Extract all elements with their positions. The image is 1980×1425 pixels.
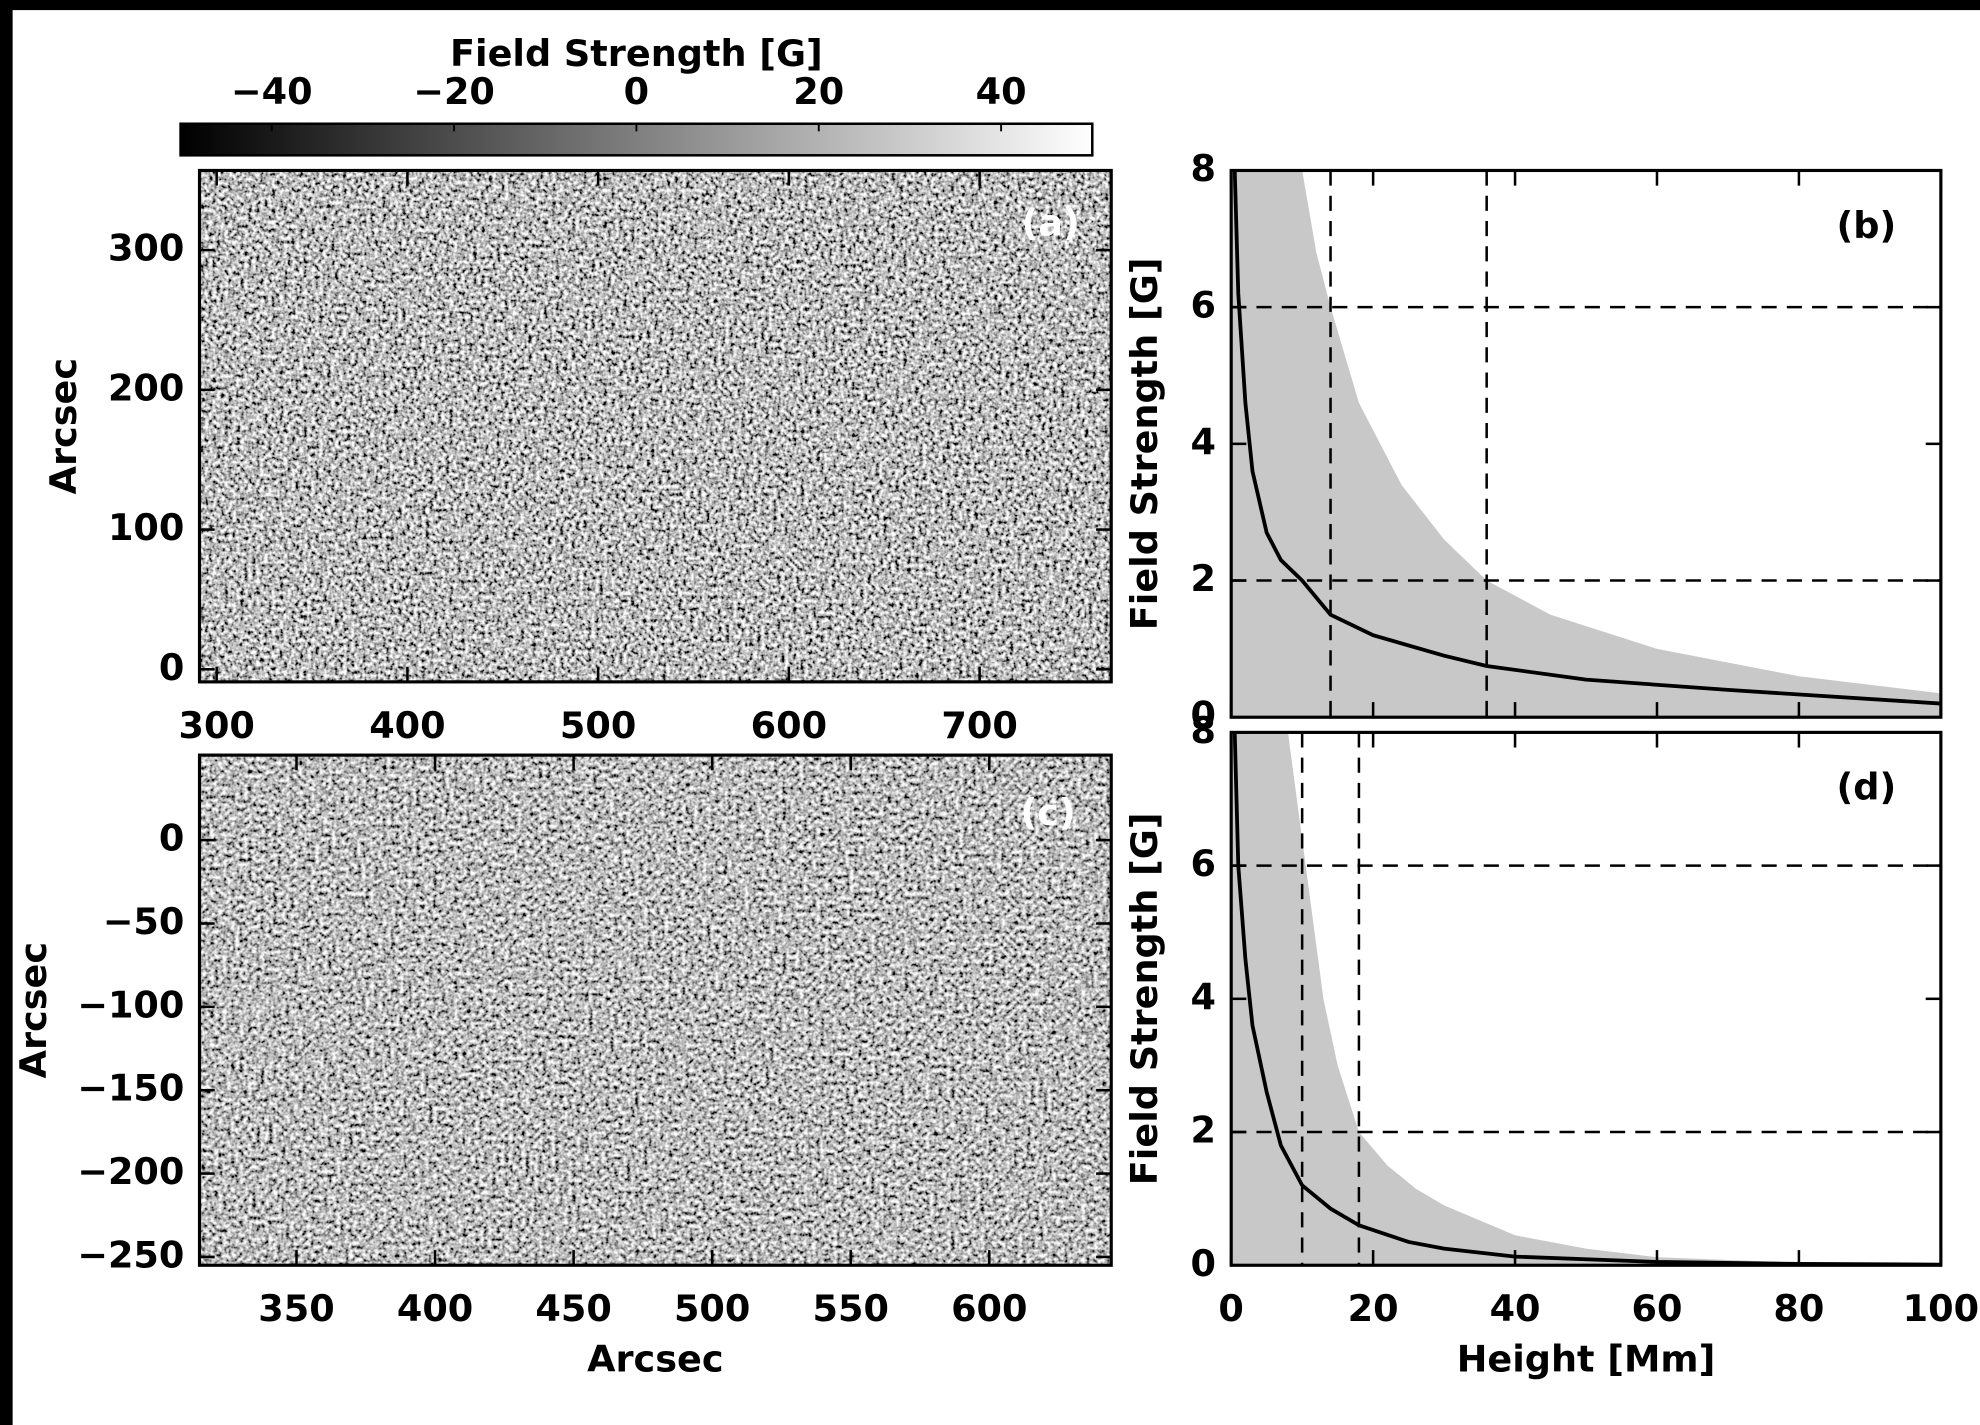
x-tick-label: 500 xyxy=(560,704,636,747)
y-tick-label: 300 xyxy=(108,227,184,270)
colorbar-tick-label: 0 xyxy=(624,70,649,113)
y-tick-label: 8 xyxy=(1191,147,1216,190)
x-tick-label: 80 xyxy=(1773,1287,1824,1330)
x-tick-label: 300 xyxy=(178,704,254,747)
y-tick-label: −250 xyxy=(77,1233,184,1276)
colorbar-tick-label: −20 xyxy=(413,70,495,113)
field-curve xyxy=(1232,732,1941,1266)
x-tick-label: 350 xyxy=(258,1287,334,1330)
y-tick-label: 4 xyxy=(1191,975,1216,1018)
plot-area xyxy=(1231,170,1941,718)
panel-label: (a) xyxy=(1022,201,1080,244)
y-tick-label: −150 xyxy=(77,1067,184,1110)
y-axis-label: Arcsec xyxy=(42,358,85,494)
x-tick-label: 20 xyxy=(1348,1287,1399,1330)
axes-frame xyxy=(1229,730,1943,1267)
y-tick-label: −50 xyxy=(103,900,185,943)
axes-frame xyxy=(1229,168,1943,719)
y-axis-label: Field Strength [G] xyxy=(1123,812,1166,1185)
x-tick-label: 700 xyxy=(941,704,1017,747)
y-tick-label: 200 xyxy=(108,366,184,409)
x-tick-label: 600 xyxy=(951,1287,1027,1330)
panel-label: (b) xyxy=(1837,204,1897,247)
y-tick-label: 2 xyxy=(1191,1109,1216,1152)
y-tick-label: −200 xyxy=(77,1150,184,1193)
panel-label: (c) xyxy=(1021,791,1076,834)
field-curve xyxy=(1232,170,1941,706)
y-tick-label: 6 xyxy=(1191,284,1216,327)
y-tick-label: 100 xyxy=(108,506,184,549)
colorbar-title: Field Strength [G] xyxy=(450,32,823,75)
y-tick-label: 0 xyxy=(159,646,184,689)
y-tick-label: 2 xyxy=(1191,557,1216,600)
y-tick-label: 6 xyxy=(1191,842,1216,885)
y-axis-label: Arcsec xyxy=(12,942,55,1078)
x-tick-label: 0 xyxy=(1218,1287,1243,1330)
y-tick-label: 4 xyxy=(1191,420,1216,463)
axes-frame xyxy=(197,168,1113,684)
colorbar-tick-label: 20 xyxy=(793,70,844,113)
y-axis-label: Field Strength [G] xyxy=(1123,257,1166,630)
x-tick-label: 600 xyxy=(751,704,827,747)
axes-frame xyxy=(197,753,1113,1267)
magnetogram xyxy=(199,755,1112,1266)
magnetogram xyxy=(199,170,1112,682)
uncertainty-band xyxy=(1231,732,1941,1266)
x-tick-label: 400 xyxy=(369,704,445,747)
panel-label: (d) xyxy=(1837,766,1897,809)
x-axis-label: Arcsec xyxy=(587,1338,723,1381)
plot-area xyxy=(1231,732,1941,1266)
y-tick-label: 0 xyxy=(159,817,184,860)
y-tick-label: −100 xyxy=(77,983,184,1026)
y-tick-label: 8 xyxy=(1191,709,1216,752)
x-tick-label: 500 xyxy=(674,1287,750,1330)
y-tick-label: 0 xyxy=(1191,694,1216,737)
x-tick-label: 100 xyxy=(1903,1287,1979,1330)
x-tick-label: 450 xyxy=(535,1287,611,1330)
x-tick-label: 550 xyxy=(813,1287,889,1330)
colorbar-tick-label: −40 xyxy=(231,70,313,113)
x-tick-label: 40 xyxy=(1490,1287,1541,1330)
y-tick-label: 0 xyxy=(1191,1242,1216,1285)
colorbar-tick-label: 40 xyxy=(976,70,1027,113)
x-axis-label: Height [Mm] xyxy=(1457,1338,1716,1381)
x-tick-label: 400 xyxy=(397,1287,473,1330)
x-tick-label: 60 xyxy=(1632,1287,1683,1330)
